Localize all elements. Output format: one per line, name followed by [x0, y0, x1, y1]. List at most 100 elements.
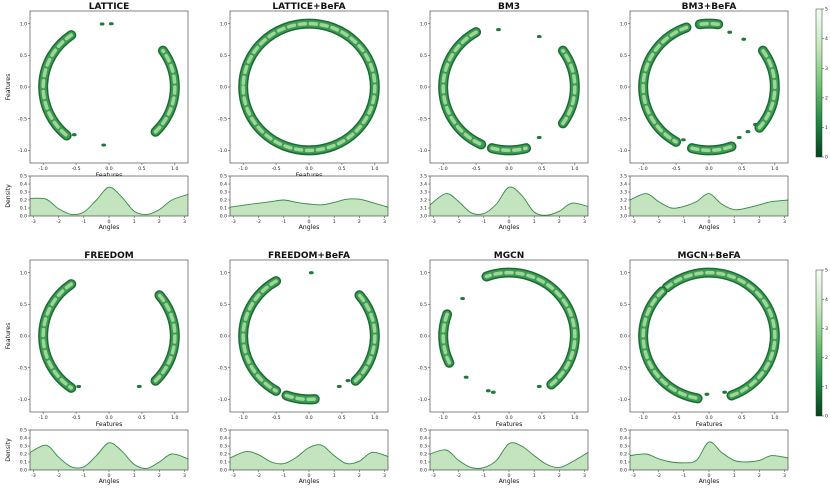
x-tick-label: -0.5 — [72, 166, 81, 172]
density-dot — [99, 22, 105, 26]
y-tick-label: 0.5 — [620, 302, 627, 308]
density-area — [430, 442, 588, 470]
y-tick-label: 1.0 — [220, 21, 227, 27]
density-x-tick-label: -3 — [231, 473, 236, 479]
density-y-tick-label: 0.0 — [220, 214, 227, 220]
density-x-tick-label: 0 — [108, 219, 111, 225]
x-tick-label: -1.0 — [639, 415, 648, 421]
density-y-tick-label: 0.3 — [420, 444, 427, 450]
y-tick-label: 1.0 — [20, 270, 27, 276]
x-tick-label: -1.0 — [39, 415, 48, 421]
panel-title: BM3+BeFA — [682, 2, 737, 12]
x-tick-label: 0.5 — [338, 166, 345, 172]
density-y-tick-label: 3.1 — [620, 206, 627, 212]
density-x-axis-label: Angles — [499, 224, 520, 231]
density-y-tick-label: 3.0 — [620, 214, 627, 220]
x-tick-label: -1.0 — [239, 166, 248, 172]
density-x-tick-label: 3 — [183, 219, 186, 225]
density-arc-highlight — [153, 48, 177, 134]
density-x-axis-label: Angles — [699, 224, 720, 231]
x-tick-label: 0.0 — [505, 166, 512, 172]
density-arc-highlight — [284, 393, 317, 402]
density-y-tick-label: 0.2 — [20, 198, 27, 204]
density-x-tick-label: 2 — [158, 219, 161, 225]
y-tick-label: -1.0 — [418, 148, 427, 154]
density-y-tick-label: 0.1 — [20, 460, 27, 466]
density-y-tick-label: 0.0 — [420, 468, 427, 474]
scatter-background — [630, 11, 788, 163]
x-tick-label: -1.0 — [439, 415, 448, 421]
density-x-tick-label: -2 — [656, 219, 661, 225]
density-dot — [463, 375, 469, 379]
colorbar-tick-label: 4 — [825, 36, 828, 42]
x-tick-label: 0.0 — [505, 415, 512, 421]
density-area — [230, 198, 388, 216]
y-tick-label: -0.5 — [18, 116, 27, 122]
density-x-tick-label: -3 — [31, 219, 36, 225]
density-dot — [704, 392, 710, 396]
density-x-tick-label: -2 — [256, 219, 261, 225]
density-x-axis-label: Angles — [99, 224, 120, 231]
x-tick-label: -0.5 — [672, 415, 681, 421]
density-arc-highlight — [757, 48, 777, 130]
panel-freedom-befa: FREEDOM+BeFA -1.0 -0.5 0.0 0.5 1.0 -1.0 -0.5 0.0… — [218, 251, 389, 485]
density-arc-highlight — [484, 270, 577, 387]
density-y-tick-label: 0.1 — [220, 460, 227, 466]
density-area — [230, 444, 388, 470]
density-dot — [76, 384, 82, 389]
density-arc-highlight — [664, 270, 777, 398]
panel-mgcn: MGCN -1.0 -0.5 0.0 0.5 1.0 -1.0 -0.5 0.0 0.5 1.0 Fe… — [418, 251, 589, 485]
density-x-tick-label: 1 — [333, 219, 336, 225]
panel-freedom: FREEDOM -1.0 -0.5 0.0 0.5 1.0 -1.0 -0.5 0.0 0.5 1.… — [5, 251, 189, 485]
x-tick-label: -1.0 — [639, 166, 648, 172]
y-tick-label: 1.0 — [20, 21, 27, 27]
y-tick-label: 0.0 — [420, 334, 427, 340]
density-y-tick-label: 0.4 — [220, 182, 227, 188]
density-y-tick-label: 0.0 — [20, 214, 27, 220]
density-x-tick-label: -1 — [282, 219, 287, 225]
density-y-tick-label: 0.0 — [220, 468, 227, 474]
density-x-axis-label: Angles — [99, 478, 120, 485]
density-x-axis-label: Angles — [299, 224, 320, 231]
x-tick-label: -1.0 — [239, 415, 248, 421]
x-axis-label: Features — [96, 172, 123, 179]
x-tick-label: 1.0 — [771, 166, 778, 172]
density-dot — [681, 138, 686, 142]
x-tick-label: 1.0 — [171, 415, 178, 421]
panel-lattice-befa: LATTICE+BeFA -1.0 -0.5 0.0 0.5 1.0 -1.0 -0.5 0.0… — [218, 2, 389, 231]
x-tick-label: 0.0 — [705, 415, 712, 421]
panel-title: BM3 — [498, 2, 520, 12]
density-y-tick-label: 3.5 — [420, 174, 427, 180]
scatter-background — [430, 260, 588, 412]
density-area — [630, 193, 788, 216]
scatter-background — [30, 260, 188, 412]
density-line — [429, 442, 589, 469]
density-y-axis-label: Density — [5, 184, 12, 208]
density-area — [30, 187, 188, 216]
y-tick-label: -0.5 — [18, 365, 27, 371]
panel-title: MGCN+BeFA — [677, 251, 740, 261]
density-x-tick-label: -3 — [431, 473, 436, 479]
density-dot — [485, 389, 491, 393]
density-x-tick-label: 2 — [558, 219, 561, 225]
x-tick-label: 0.0 — [705, 166, 712, 172]
density-y-tick-label: 0.4 — [620, 436, 627, 442]
panel-bm3-befa: BM3+BeFA -1.0 -0.5 0.0 0.5 1.0 -1.0 -0.5 0.0 0.5 1… — [618, 2, 789, 231]
density-arc-highlight — [490, 146, 528, 153]
scatter-background — [230, 260, 388, 412]
density-y-tick-label: 0.5 — [220, 174, 227, 180]
y-tick-label: -1.0 — [418, 397, 427, 403]
y-tick-label: 0.0 — [620, 85, 627, 91]
density-x-tick-label: -2 — [456, 219, 461, 225]
density-dot — [536, 384, 542, 389]
density-x-tick-label: 2 — [158, 473, 161, 479]
y-tick-label: -0.5 — [218, 365, 227, 371]
density-x-tick-label: 3 — [783, 219, 786, 225]
density-y-tick-label: 3.2 — [620, 198, 627, 204]
density-x-tick-label: -2 — [456, 473, 461, 479]
density-area — [430, 186, 588, 216]
y-tick-label: 0.5 — [20, 302, 27, 308]
density-dot — [336, 384, 342, 389]
density-x-tick-label: -2 — [256, 473, 261, 479]
panel-lattice: LATTICE -1.0 -0.5 0.0 0.5 1.0 -1.0 -0.5 0.0 0.5 1.… — [5, 2, 189, 231]
